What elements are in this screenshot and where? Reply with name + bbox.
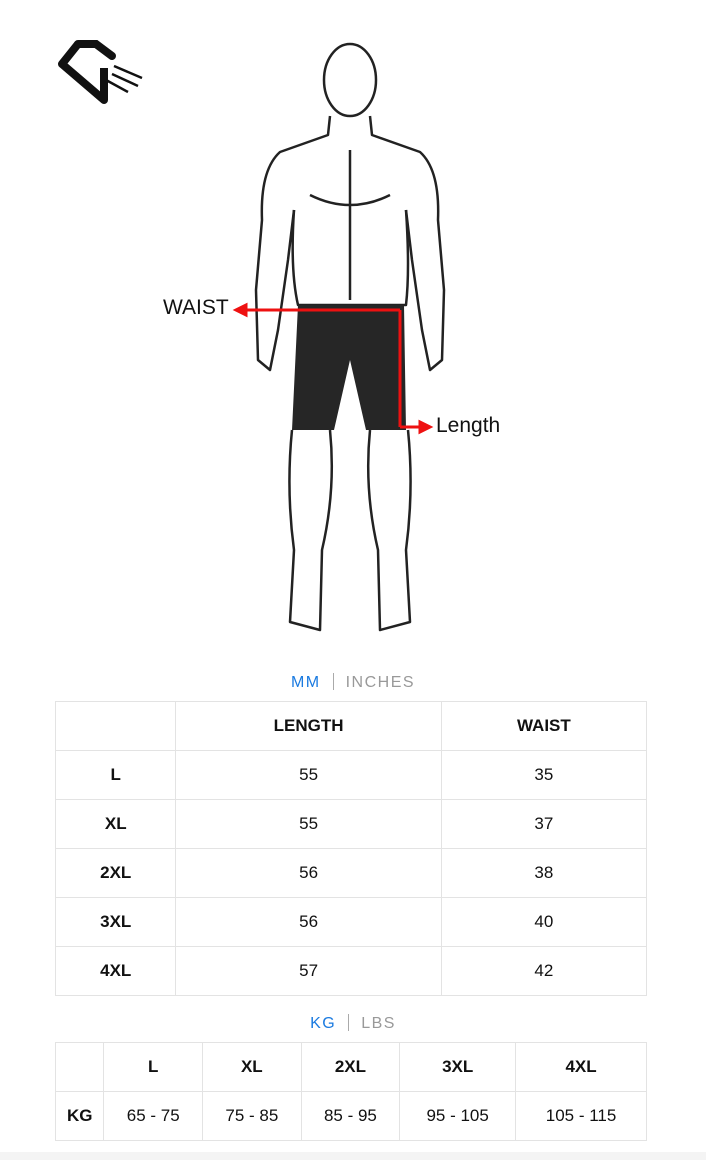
unit-lbs[interactable]: LBS	[361, 1015, 396, 1032]
header-cell: XL	[202, 1042, 302, 1092]
cell: 38	[440, 848, 648, 898]
table-row: 4XL 57 42	[54, 946, 648, 996]
header-cell: WAIST	[440, 701, 648, 751]
header-cell	[54, 701, 177, 751]
cell: 95 - 105	[399, 1091, 517, 1141]
header-cell: L	[103, 1042, 204, 1092]
cell: 56	[175, 897, 442, 947]
table-header-row: LENGTH WAIST	[54, 701, 648, 751]
cell: 37	[440, 799, 648, 849]
table-row: KG 65 - 75 75 - 85 85 - 95 95 - 105 105 …	[54, 1091, 647, 1141]
unit-kg[interactable]: KG	[310, 1015, 337, 1032]
size-table: LENGTH WAIST L 55 35 XL 55 37 2XL 56 38 3XL 56 4…	[54, 701, 648, 996]
table-row: 3XL 56 40	[54, 897, 648, 947]
brand-logo	[58, 40, 143, 104]
header-cell	[54, 1042, 105, 1092]
header-cell: LENGTH	[175, 701, 442, 751]
cell: 85 - 95	[300, 1091, 401, 1141]
cell: 65 - 75	[103, 1091, 204, 1141]
cell: 75 - 85	[202, 1091, 302, 1141]
divider	[348, 1014, 350, 1031]
divider	[332, 673, 334, 690]
cell: 105 - 115	[515, 1091, 647, 1141]
header-cell: 3XL	[399, 1042, 517, 1092]
header-cell: 2XL	[300, 1042, 401, 1092]
weight-table: L XL 2XL 3XL 4XL KG 65 - 75 75 - 85 85 -…	[54, 1042, 647, 1141]
body-figure	[232, 42, 446, 632]
cell: 56	[175, 848, 442, 898]
cell: 55	[175, 799, 442, 849]
cell: 35	[440, 750, 648, 800]
unit-toggle-length: MM INCHES	[0, 673, 706, 692]
waist-label: WAIST	[163, 296, 229, 319]
header-cell: 4XL	[515, 1042, 647, 1092]
table-row: XL 55 37	[54, 799, 648, 849]
length-label: Length	[436, 414, 501, 437]
unit-toggle-weight: KG LBS	[0, 1014, 706, 1033]
table-row: 2XL 56 38	[54, 848, 648, 898]
unit-cell: KG	[54, 1091, 105, 1141]
cell: 57	[175, 946, 442, 996]
unit-mm[interactable]: MM	[290, 674, 321, 691]
table-row: L 55 35	[54, 750, 648, 800]
unit-inches[interactable]: INCHES	[345, 674, 416, 691]
cell: 40	[440, 897, 648, 947]
footer-strip	[0, 1152, 706, 1160]
cell: 55	[175, 750, 442, 800]
size-cell: L	[54, 750, 177, 800]
size-cell: 2XL	[54, 848, 177, 898]
size-cell: XL	[54, 799, 177, 849]
size-cell: 3XL	[54, 897, 177, 947]
table-header-row: L XL 2XL 3XL 4XL	[54, 1042, 647, 1092]
cell: 42	[440, 946, 648, 996]
size-cell: 4XL	[54, 946, 177, 996]
